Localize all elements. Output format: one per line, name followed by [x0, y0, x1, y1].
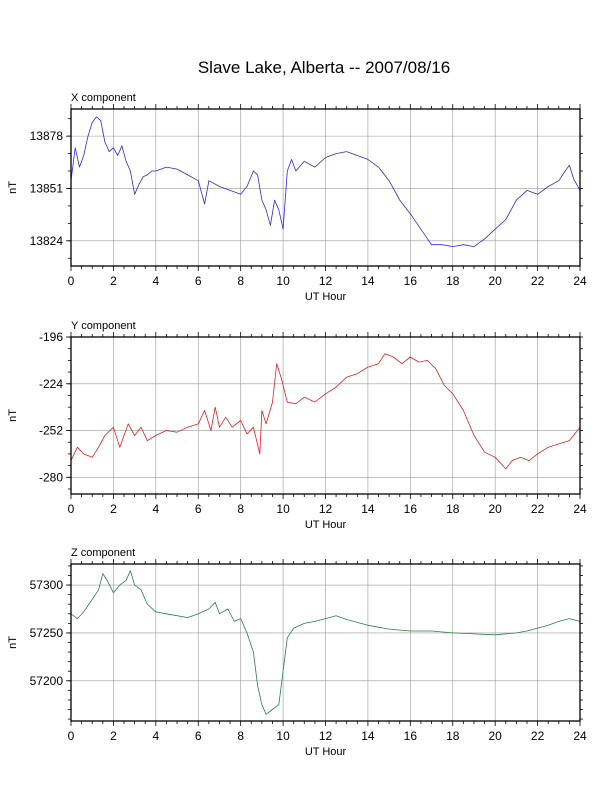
y-axis-label: nT [7, 181, 19, 194]
plot-frame [70, 563, 581, 722]
x-tick-label: 14 [361, 502, 375, 516]
chart-title: Z component [71, 547, 135, 559]
y-tick-label: 57250 [30, 626, 64, 640]
y-axis-label: nT [7, 636, 19, 649]
y-tick-label: -252 [39, 424, 63, 438]
x-tick-label: 24 [573, 502, 587, 516]
y-tick-label: 57300 [30, 578, 64, 592]
x-tick-label: 10 [276, 729, 290, 743]
x-tick-label: 16 [404, 274, 418, 288]
y-axis-label: nT [7, 409, 19, 422]
x-tick-label: 4 [152, 729, 159, 743]
x-tick-label: 8 [237, 274, 244, 288]
x-tick-label: 4 [152, 502, 159, 516]
x-tick-label: 24 [573, 729, 587, 743]
x-axis-label: UT Hour [305, 746, 347, 758]
x-tick-label: 6 [195, 502, 202, 516]
x-tick-label: 16 [404, 729, 418, 743]
x-tick-label: 12 [319, 274, 333, 288]
series-line [70, 116, 581, 247]
y-tick-label: -196 [39, 330, 63, 344]
y-tick-label: 13878 [30, 129, 64, 143]
x-tick-label: 16 [404, 502, 418, 516]
y-tick-label: 13851 [30, 181, 64, 195]
x-tick-label: 22 [531, 502, 545, 516]
y-tick-label: 57200 [30, 674, 64, 688]
plot-frame [70, 336, 581, 495]
x-axis-label: UT Hour [305, 291, 347, 303]
y-tick-label: -280 [39, 470, 63, 484]
x-axis-label: UT Hour [305, 519, 347, 531]
series-line [70, 570, 581, 715]
x-tick-label: 18 [446, 274, 460, 288]
x-tick-label: 10 [276, 502, 290, 516]
x-tick-label: 10 [276, 274, 290, 288]
x-tick-label: 2 [110, 502, 117, 516]
x-tick-label: 14 [361, 274, 375, 288]
x-tick-label: 6 [195, 729, 202, 743]
x-tick-label: 12 [319, 502, 333, 516]
x-tick-label: 12 [319, 729, 333, 743]
page-title: Slave Lake, Alberta -- 2007/08/16 [197, 58, 451, 77]
x-tick-label: 18 [446, 502, 460, 516]
x-tick-label: 24 [573, 274, 587, 288]
x-tick-label: 6 [195, 274, 202, 288]
x-tick-label: 8 [237, 729, 244, 743]
x-tick-label: 0 [68, 502, 75, 516]
x-tick-label: 22 [531, 274, 545, 288]
plot-frame [70, 108, 581, 267]
x-tick-label: 8 [237, 502, 244, 516]
y-tick-label: -224 [39, 377, 63, 391]
x-tick-label: 20 [488, 502, 502, 516]
x-tick-label: 2 [110, 729, 117, 743]
x-tick-label: 4 [152, 274, 159, 288]
x-tick-label: 20 [488, 729, 502, 743]
x-tick-label: 22 [531, 729, 545, 743]
x-tick-label: 20 [488, 274, 502, 288]
x-tick-label: 14 [361, 729, 375, 743]
chart-title: X component [71, 92, 136, 104]
y-tick-label: 13824 [30, 234, 64, 248]
x-tick-label: 18 [446, 729, 460, 743]
x-tick-label: 2 [110, 274, 117, 288]
series-line [70, 353, 581, 470]
chart-title: Y component [71, 320, 136, 332]
x-tick-label: 0 [68, 729, 75, 743]
x-tick-label: 0 [68, 274, 75, 288]
